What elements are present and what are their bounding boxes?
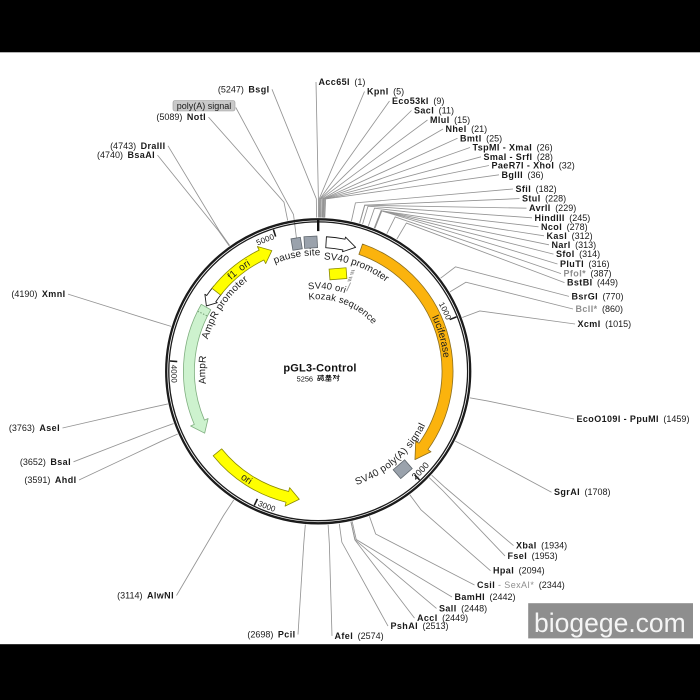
svg-text:SgrAI (1708): SgrAI (1708) (554, 487, 611, 497)
svg-text:PfoI* (387): PfoI* (387) (564, 269, 612, 279)
svg-text:EcoO109I - PpuMI (1459): EcoO109I - PpuMI (1459) (577, 414, 690, 424)
svg-text:FseI (1953): FseI (1953) (508, 551, 558, 561)
svg-text:(4743) DraIII: (4743) DraIII (110, 141, 165, 151)
svg-text:BglII (36): BglII (36) (502, 170, 544, 180)
svg-text:(5089) NotI: (5089) NotI (156, 112, 206, 122)
svg-text:BmtI (25): BmtI (25) (460, 133, 502, 143)
svg-text:Eco53kI (9): Eco53kI (9) (392, 96, 444, 106)
svg-text:(3114) AlwNI: (3114) AlwNI (117, 591, 174, 601)
svg-text:(5247) BsgI: (5247) BsgI (218, 84, 270, 94)
svg-text:(3591) AhdI: (3591) AhdI (24, 475, 76, 485)
svg-text:SfoI (314): SfoI (314) (556, 249, 600, 259)
svg-text:BstBI (449): BstBI (449) (567, 278, 618, 288)
svg-text:BsrGI (770): BsrGI (770) (572, 291, 624, 301)
svg-text:HpaI (2094): HpaI (2094) (493, 566, 545, 576)
svg-text:(4190) XmnI: (4190) XmnI (11, 289, 65, 299)
svg-text:HindIII (245): HindIII (245) (535, 213, 591, 223)
svg-text:(2698) PciI: (2698) PciI (247, 630, 295, 640)
svg-text:biogege.com: biogege.com (534, 608, 686, 638)
svg-text:KpnI (5): KpnI (5) (367, 87, 404, 97)
svg-text:PshAI (2513): PshAI (2513) (391, 621, 449, 631)
svg-text:(3652) BsaI: (3652) BsaI (20, 457, 71, 467)
svg-text:AccI (2449): AccI (2449) (417, 613, 468, 623)
svg-text:CsiI - SexAI* (2344): CsiI - SexAI* (2344) (477, 580, 565, 590)
svg-text:SacI (11): SacI (11) (414, 106, 454, 116)
svg-text:SalI (2448): SalI (2448) (439, 603, 487, 613)
svg-text:(3763) AseI: (3763) AseI (9, 423, 60, 433)
svg-text:NarI (313): NarI (313) (552, 240, 597, 250)
svg-text:BamHI (2442): BamHI (2442) (455, 592, 516, 602)
svg-text:StuI (228): StuI (228) (522, 194, 566, 204)
svg-text:AmpR: AmpR (197, 355, 209, 384)
svg-text:TspMI - XmaI (26): TspMI - XmaI (26) (473, 143, 553, 153)
svg-text:SfiI (182): SfiI (182) (516, 184, 557, 194)
svg-text:PluTI (316): PluTI (316) (560, 259, 610, 269)
svg-text:PaeR7I - XhoI (32): PaeR7I - XhoI (32) (492, 161, 575, 171)
svg-text:XbaI (1934): XbaI (1934) (516, 541, 567, 551)
svg-text:pGL3-Control: pGL3-Control (283, 363, 356, 375)
svg-text:Acc65I (1): Acc65I (1) (319, 77, 366, 87)
svg-text:poly(A) signal: poly(A) signal (177, 101, 232, 111)
svg-text:4000: 4000 (169, 365, 178, 384)
svg-text:(4740) BsaAI: (4740) BsaAI (97, 150, 155, 160)
svg-text:BclI* (860): BclI* (860) (576, 304, 624, 314)
svg-text:SmaI - SrfI (28): SmaI - SrfI (28) (484, 152, 553, 162)
svg-text:KasI (312): KasI (312) (547, 231, 593, 241)
svg-text:AfeI (2574): AfeI (2574) (335, 631, 384, 641)
svg-text:MluI (15): MluI (15) (430, 115, 470, 125)
svg-text:NheI (21): NheI (21) (446, 124, 488, 134)
svg-text:AvrII (229): AvrII (229) (529, 203, 576, 213)
svg-text:NcoI (278): NcoI (278) (541, 222, 588, 232)
svg-text:XcmI (1015): XcmI (1015) (578, 319, 632, 329)
svg-text:5256: 5256 (297, 374, 313, 383)
svg-text:ori: ori (239, 472, 254, 487)
